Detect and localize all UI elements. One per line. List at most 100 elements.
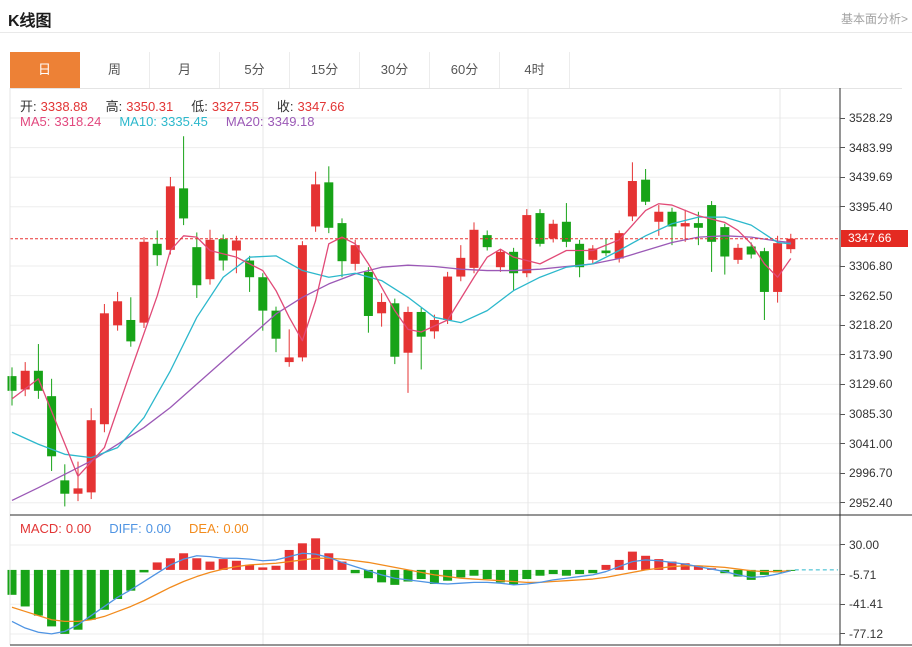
ma20-line	[11, 235, 791, 501]
macd-bar	[575, 569, 585, 575]
candle-body	[33, 370, 43, 391]
candle-body	[601, 250, 611, 254]
candle-body	[522, 215, 532, 274]
macd-bar	[416, 569, 426, 580]
macd-bar	[627, 551, 637, 570]
macd-row-item-1: DIFF: 0.00	[109, 521, 175, 536]
candle-body	[641, 179, 651, 202]
candle-body	[588, 248, 598, 260]
tab-period-3[interactable]: 5分	[220, 52, 290, 88]
candle-body	[179, 188, 189, 219]
macd-bar	[152, 562, 162, 570]
main-axis-label: 3218.20	[849, 318, 893, 333]
macd-bar	[284, 549, 294, 570]
candle-body	[297, 245, 307, 358]
candle-body	[7, 376, 17, 391]
diff-line	[11, 552, 791, 635]
candle-body	[627, 181, 637, 217]
candle-body	[337, 223, 347, 262]
ma-row-item-2: MA20: 3349.18	[226, 114, 319, 129]
ohlc-row: 开: 3338.88 高: 3350.31 低: 3327.55 收: 3347.66	[20, 96, 363, 115]
field-label: 收:	[276, 99, 294, 114]
macd-bar	[231, 560, 241, 570]
candle-body	[192, 247, 202, 286]
candle-body	[113, 301, 123, 326]
candle-body	[86, 420, 96, 493]
dea-line	[11, 557, 791, 623]
axis-tick	[840, 574, 845, 576]
candle-body	[258, 277, 268, 311]
fundamental-analysis-link[interactable]: 基本面分析>	[840, 12, 908, 26]
candle-body	[720, 227, 730, 257]
macd-bar	[456, 569, 466, 578]
candle-body	[759, 251, 769, 292]
axis-tick	[840, 324, 845, 326]
candle-body	[469, 229, 479, 268]
macd-bar	[337, 561, 347, 570]
candle-body	[707, 205, 717, 242]
axis-tick	[840, 295, 845, 297]
candle-body	[561, 221, 571, 242]
field-label: 低:	[191, 99, 208, 114]
macd-bar	[641, 555, 651, 570]
candle-body	[271, 310, 281, 339]
field-label: DIFF:	[109, 521, 142, 536]
tab-period-6[interactable]: 60分	[430, 52, 500, 88]
macd-bar	[192, 558, 202, 570]
main-axis-label: 3528.29	[849, 111, 893, 125]
macd-bar	[113, 569, 123, 599]
macd-bar	[509, 569, 519, 585]
candle-body	[746, 246, 756, 255]
macd-bar	[588, 569, 598, 574]
candle-body	[152, 243, 162, 256]
candle-body	[416, 311, 426, 337]
field-value: 3347.66	[297, 99, 345, 114]
macd-bar	[654, 559, 664, 570]
macd-axis-label: -41.41	[849, 597, 884, 612]
macd-bar	[218, 559, 228, 570]
tab-period-4[interactable]: 15分	[290, 52, 360, 88]
axis-tick	[840, 176, 845, 178]
macd-bar	[363, 569, 373, 579]
main-axis-label: 2996.70	[849, 466, 893, 481]
candle-body	[443, 276, 453, 320]
macd-bar	[324, 553, 334, 570]
axis-tick	[840, 383, 845, 385]
axis-tick	[840, 265, 845, 267]
macd-bar	[245, 564, 255, 570]
field-label: MA20:	[225, 114, 264, 129]
candle-body	[482, 235, 492, 248]
page-title: K线图	[8, 13, 52, 30]
candle-body	[654, 211, 664, 222]
field-value: 3327.55	[211, 99, 259, 114]
field-value: 0.00	[223, 521, 249, 536]
macd-bar	[390, 569, 400, 585]
main-axis-label: 3262.50	[849, 288, 893, 303]
candle-body	[47, 396, 57, 457]
macd-bar	[60, 569, 70, 634]
candle-body	[733, 247, 743, 260]
tab-period-1[interactable]: 周	[80, 52, 150, 88]
field-label: 高:	[105, 99, 123, 114]
tab-period-5[interactable]: 30分	[360, 52, 430, 88]
candle-body	[205, 239, 215, 280]
tab-period-0[interactable]: 日	[10, 52, 80, 88]
field-label: MA5:	[20, 114, 51, 129]
tabbar-underline	[10, 88, 902, 89]
axis-tick	[840, 502, 845, 504]
macd-bar	[73, 569, 83, 630]
macd-bar	[377, 569, 387, 583]
tab-period-2[interactable]: 月	[150, 52, 220, 88]
macd-bar	[165, 558, 175, 570]
macd-bar	[561, 569, 571, 576]
axis-tick	[840, 633, 845, 635]
tab-period-7[interactable]: 4时	[500, 52, 570, 88]
field-value: 0.00	[65, 521, 92, 536]
candle-body	[667, 211, 677, 227]
candle-body	[311, 184, 321, 227]
macd-row-item-0: MACD: 0.00	[20, 521, 95, 536]
macd-bar	[443, 569, 453, 581]
candle-body	[390, 303, 400, 357]
candle-body	[495, 251, 505, 268]
